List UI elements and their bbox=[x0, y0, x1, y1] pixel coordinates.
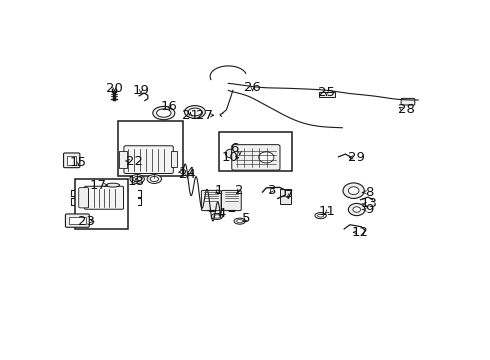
Ellipse shape bbox=[153, 107, 175, 120]
Text: 27: 27 bbox=[196, 109, 213, 122]
Text: 26: 26 bbox=[244, 81, 261, 94]
Text: 22: 22 bbox=[125, 154, 143, 167]
Text: 20: 20 bbox=[106, 82, 123, 95]
Text: 11: 11 bbox=[318, 205, 336, 218]
Ellipse shape bbox=[130, 175, 145, 184]
Text: 9: 9 bbox=[365, 203, 373, 216]
FancyBboxPatch shape bbox=[221, 190, 241, 211]
Ellipse shape bbox=[237, 220, 243, 223]
FancyBboxPatch shape bbox=[84, 186, 123, 209]
Bar bbox=[74, 179, 128, 229]
Text: 19: 19 bbox=[133, 84, 149, 97]
Text: 6: 6 bbox=[230, 142, 238, 155]
Bar bbox=[319, 92, 336, 97]
Text: 3: 3 bbox=[268, 184, 276, 197]
Bar bbox=[118, 121, 183, 176]
Circle shape bbox=[259, 152, 274, 163]
FancyBboxPatch shape bbox=[66, 214, 89, 227]
Text: 4: 4 bbox=[218, 207, 226, 220]
Text: 5: 5 bbox=[243, 212, 251, 225]
Circle shape bbox=[348, 203, 365, 216]
Ellipse shape bbox=[211, 213, 222, 220]
Ellipse shape bbox=[150, 176, 158, 181]
Ellipse shape bbox=[214, 215, 220, 218]
Text: 25: 25 bbox=[318, 86, 335, 99]
FancyBboxPatch shape bbox=[201, 190, 221, 211]
FancyBboxPatch shape bbox=[232, 145, 280, 170]
Bar bbox=[280, 189, 291, 204]
Text: 7: 7 bbox=[285, 189, 294, 202]
Text: 1: 1 bbox=[215, 184, 223, 197]
Ellipse shape bbox=[147, 175, 162, 184]
FancyBboxPatch shape bbox=[79, 188, 89, 208]
Ellipse shape bbox=[133, 176, 142, 181]
Text: 21: 21 bbox=[182, 109, 199, 122]
Ellipse shape bbox=[315, 212, 326, 219]
Circle shape bbox=[353, 207, 361, 212]
FancyBboxPatch shape bbox=[64, 153, 80, 168]
Text: 24: 24 bbox=[179, 168, 196, 181]
Ellipse shape bbox=[157, 109, 171, 117]
Text: 13: 13 bbox=[360, 198, 377, 211]
Text: 10: 10 bbox=[222, 151, 239, 164]
Bar bbox=[67, 156, 75, 165]
Bar bbox=[119, 151, 127, 168]
Ellipse shape bbox=[106, 183, 120, 187]
Text: 23: 23 bbox=[78, 215, 95, 228]
Circle shape bbox=[225, 149, 238, 158]
Text: 29: 29 bbox=[348, 151, 365, 164]
Text: 12: 12 bbox=[352, 226, 369, 239]
Text: 8: 8 bbox=[365, 186, 373, 199]
Bar bbox=[219, 132, 292, 171]
Ellipse shape bbox=[234, 218, 245, 224]
Bar bbox=[69, 217, 86, 225]
Ellipse shape bbox=[184, 105, 205, 118]
FancyBboxPatch shape bbox=[401, 98, 415, 105]
Text: 2: 2 bbox=[235, 184, 243, 197]
Circle shape bbox=[348, 187, 359, 194]
Bar bbox=[171, 151, 177, 167]
Text: 16: 16 bbox=[161, 100, 178, 113]
Text: 14: 14 bbox=[178, 166, 195, 179]
Circle shape bbox=[343, 183, 364, 198]
Text: 28: 28 bbox=[398, 103, 415, 116]
Text: 17: 17 bbox=[90, 179, 107, 192]
FancyBboxPatch shape bbox=[124, 146, 173, 174]
Text: 18: 18 bbox=[127, 175, 145, 188]
Ellipse shape bbox=[318, 214, 324, 217]
Text: 15: 15 bbox=[70, 156, 87, 169]
Ellipse shape bbox=[188, 108, 202, 116]
